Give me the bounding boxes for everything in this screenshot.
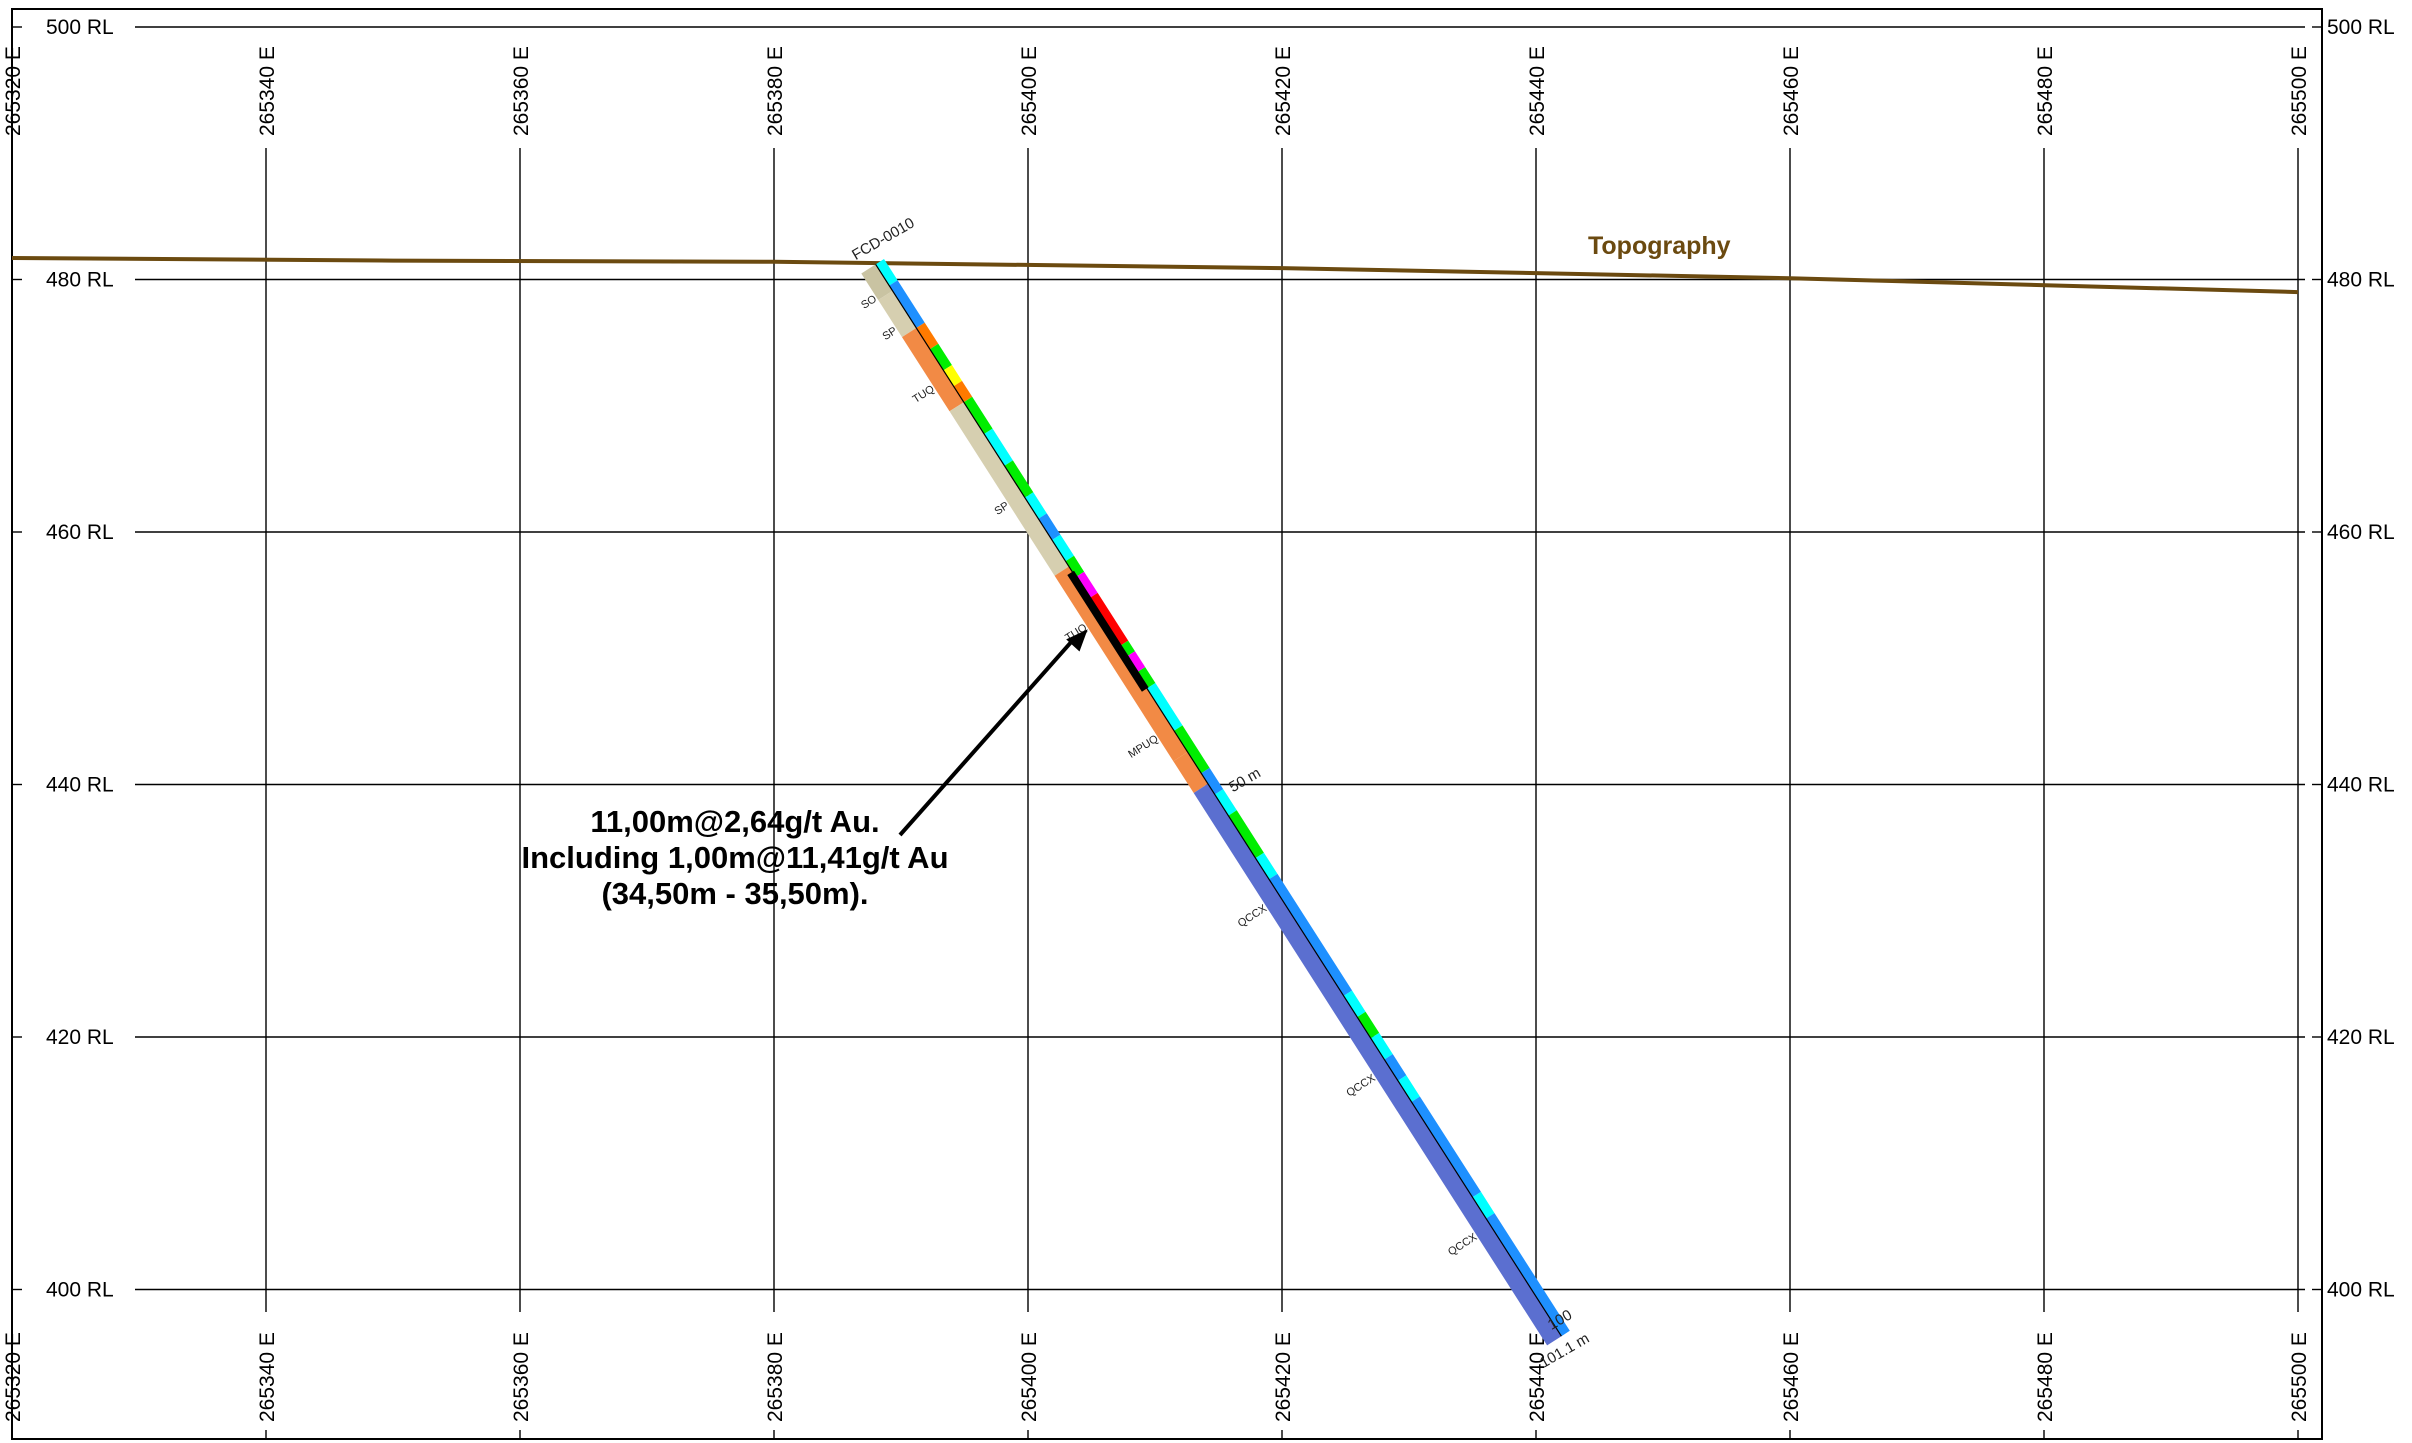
easting-label-bottom: 265400 E (1018, 1332, 1041, 1422)
easting-label-top: 265320 E (2, 46, 25, 136)
easting-label-bottom: 265480 E (2034, 1332, 2057, 1422)
easting-label-bottom: 265440 E (1526, 1332, 1549, 1422)
assay-interval (1126, 651, 1146, 673)
assay-interval (1038, 513, 1061, 540)
assay-interval (1004, 460, 1034, 498)
easting-label-top: 265500 E (2288, 46, 2311, 136)
annotation-line-1: 11,00m@2,64g/t Au. (590, 804, 879, 839)
assay-interval (1052, 534, 1074, 562)
easting-label-top: 265400 E (1018, 46, 1041, 136)
assay-interval (953, 380, 973, 403)
assay-interval (1119, 640, 1135, 657)
assay-interval (1146, 683, 1183, 731)
easting-label-bottom: 265420 E (1272, 1332, 1295, 1422)
assay-interval (984, 428, 1013, 466)
rl-label-right: 480 RL (2327, 269, 2395, 292)
assay-interval (1201, 767, 1224, 795)
rl-label-right: 460 RL (2327, 521, 2395, 544)
rl-label-right: 440 RL (2327, 774, 2395, 797)
assay-interval (1384, 1054, 1407, 1081)
lithology-interval (878, 290, 917, 338)
easting-label-top: 265380 E (764, 46, 787, 136)
assay-interval (1486, 1213, 1570, 1337)
depth-mark-50: 50 m (1226, 765, 1263, 796)
lithology-interval (1193, 783, 1562, 1346)
lithology-label: QCCX (1236, 902, 1270, 930)
assay-interval (1089, 592, 1129, 646)
topography-line (11, 256, 2299, 295)
intercept-annotation: 11,00m@2,64g/t Au. Including 1,00m@11,41… (521, 629, 1088, 911)
lithology-interval (902, 328, 964, 412)
assay-interval (1174, 725, 1210, 774)
assay-interval (1228, 810, 1264, 859)
assay-interval (943, 365, 962, 387)
rl-label-right: 500 RL (2327, 16, 2395, 39)
assay-interval (889, 280, 925, 328)
rl-label-left: 480 RL (46, 269, 114, 292)
lithology-interval (861, 264, 893, 300)
rl-label-left: 440 RL (46, 774, 114, 797)
assay-interval (1075, 571, 1098, 599)
easting-label-top: 265480 E (2034, 46, 2057, 136)
assay-interval (1397, 1075, 1420, 1102)
easting-label-top: 265340 E (256, 46, 279, 136)
assay-interval (1214, 789, 1237, 816)
assay-interval (1411, 1096, 1481, 1198)
easting-label-bottom: 265360 E (510, 1332, 533, 1422)
rl-label-left: 400 RL (46, 1279, 114, 1302)
easting-label-top: 265440 E (1526, 46, 1549, 136)
assay-interval (1269, 873, 1353, 996)
assay-interval (1357, 1011, 1380, 1039)
topography: Topography (11, 232, 2299, 295)
lithology-label: MPUQ (1126, 733, 1161, 761)
assay-interval (1255, 852, 1278, 880)
topography-label: Topography (1588, 232, 1731, 260)
assay-interval (1472, 1191, 1495, 1219)
assay-interval (1136, 667, 1156, 689)
assay-interval (963, 396, 993, 434)
easting-label-bottom: 265320 E (2, 1332, 25, 1422)
easting-label-bottom: 265380 E (764, 1332, 787, 1422)
hole-id-label: FCD-0010 (849, 214, 917, 263)
annotation-line-3: (34,50m - 35,50m). (601, 876, 868, 911)
easting-label-top: 265460 E (1780, 46, 1803, 136)
lithology-label: TUQ (911, 383, 937, 406)
assay-interval (1065, 555, 1085, 578)
annotation-arrow (898, 637, 1076, 837)
lithology-interval (949, 402, 1069, 576)
assay-interval (875, 259, 898, 286)
annotation-arrowhead (1066, 629, 1088, 652)
assay-interval (1370, 1032, 1393, 1060)
rl-label-left: 420 RL (46, 1026, 114, 1049)
rl-label-left: 500 RL (46, 16, 114, 39)
easting-label-bottom: 265460 E (1780, 1332, 1803, 1422)
easting-label-bottom: 265500 E (2288, 1332, 2311, 1422)
assay-interval (1024, 492, 1047, 519)
intercept-bar (1067, 570, 1149, 692)
lithology-label: QCCX (1344, 1072, 1378, 1100)
assay-interval (929, 343, 952, 371)
easting-label-top: 265360 E (510, 46, 533, 136)
easting-label-bottom: 265340 E (256, 1332, 279, 1422)
grid: 500 RL 500 RL 480 RL 480 RL 460 RL 460 RL 440 … (2, 16, 2395, 1440)
assay-interval (1343, 990, 1366, 1018)
rl-label-right: 420 RL (2327, 1026, 2395, 1049)
easting-label-top: 265420 E (1272, 46, 1295, 136)
rl-label-left: 460 RL (46, 521, 114, 544)
lithology-interval (1054, 566, 1188, 762)
annotation-line-2: Including 1,00m@11,41g/t Au (521, 840, 948, 875)
assay-interval (916, 322, 939, 350)
lithology-interval (1173, 752, 1208, 793)
rl-label-right: 400 RL (2327, 1279, 2395, 1302)
drillhole-trace (875, 264, 1562, 1337)
lithology-label: QCCX (1446, 1231, 1480, 1259)
